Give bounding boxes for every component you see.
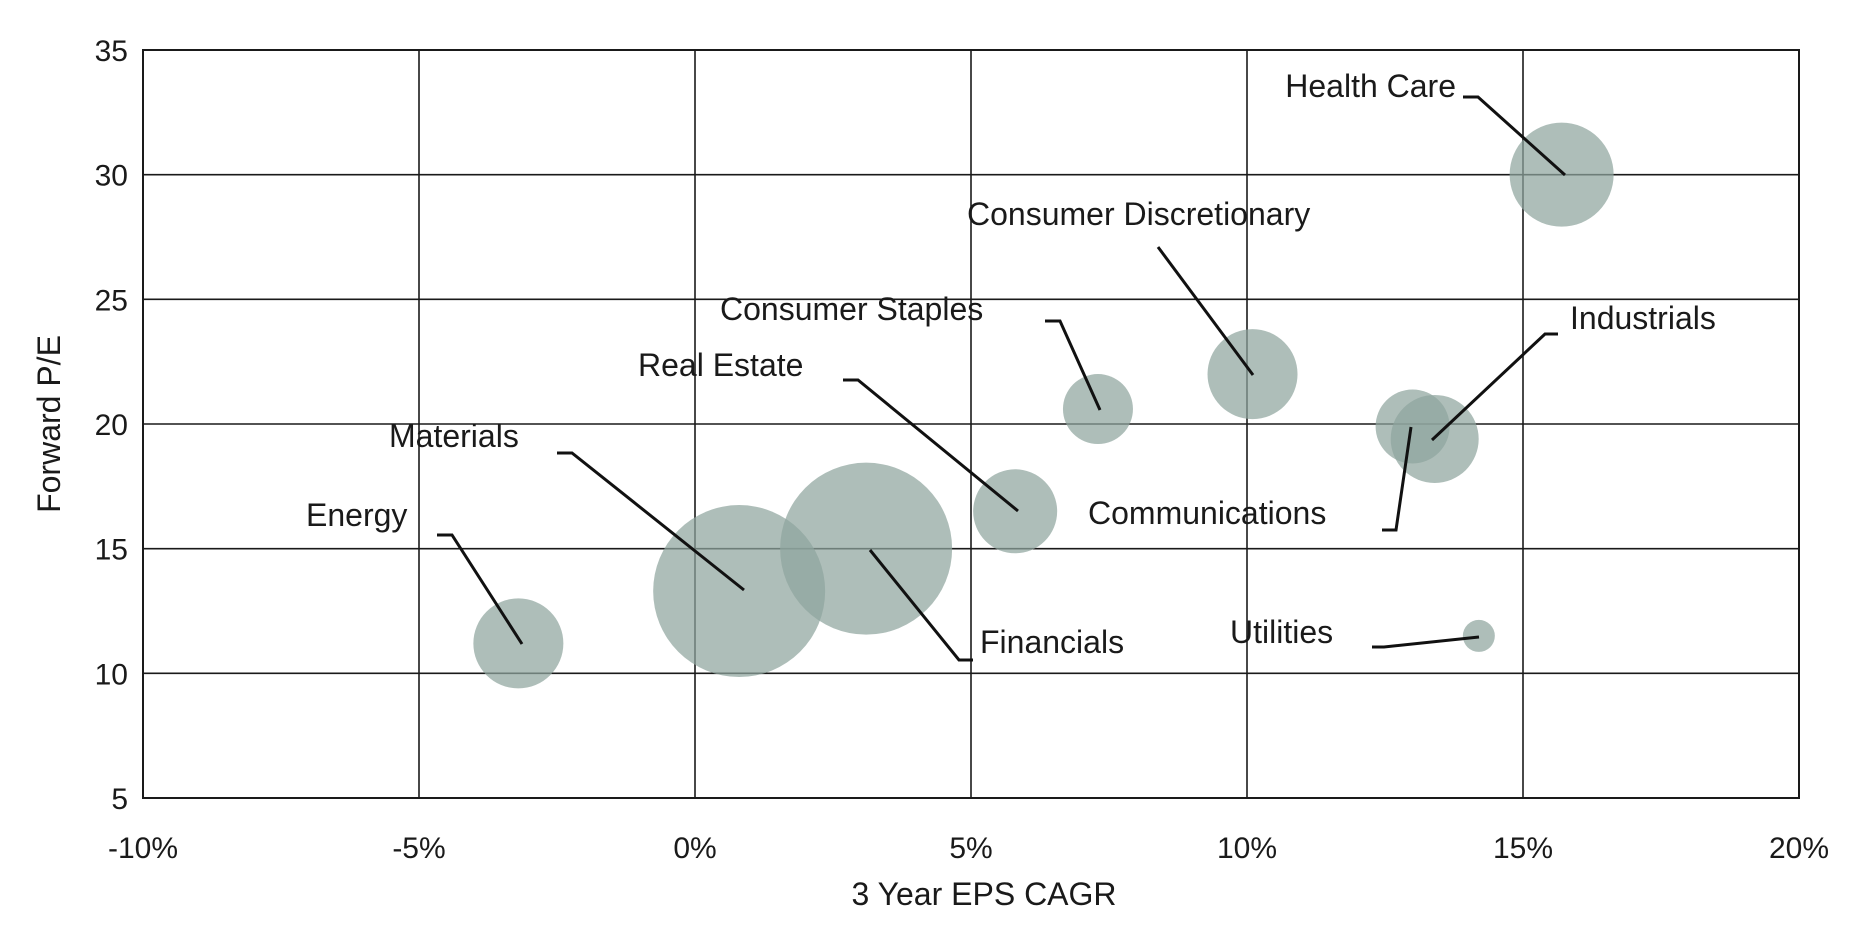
x-tick-label: 10% [1217,832,1277,865]
y-tick-label: 15 [95,534,128,567]
x-tick-label: 0% [673,832,716,865]
y-tick-label: 10 [95,658,128,691]
label-industrials: Industrials [1570,300,1716,336]
x-tick-label: -5% [392,832,445,865]
plot-frame [142,49,1800,799]
label-health-care: Health Care [1285,68,1456,104]
x-tick-label: 20% [1769,832,1829,865]
y-axis-ticks: 5 10 15 20 25 30 35 [95,35,128,816]
y-tick-label: 5 [111,783,128,816]
bubble-financials [780,462,953,635]
x-tick-label: -10% [108,832,178,865]
y-axis-title: Forward P/E [31,335,67,513]
label-consumer-staples: Consumer Staples [720,291,983,327]
y-tick-label: 20 [95,409,128,442]
leader-communications [1382,426,1413,532]
bubble-labels: Health Care Consumer Discretionary Consume… [306,68,1716,660]
leader-real-estate [843,378,1019,513]
leader-industrials [1430,332,1558,442]
bubble-communications [1375,389,1450,464]
x-axis-ticks: -10% -5% 0% 5% 10% 15% 20% [108,832,1829,865]
leader-lines [437,95,1567,662]
x-axis-title: 3 Year EPS CAGR [851,876,1116,912]
label-utilities: Utilities [1230,614,1333,650]
leader-health-care [1463,95,1567,177]
leader-financials [868,549,973,662]
label-consumer-discretionary: Consumer Discretionary [967,196,1310,232]
leader-consumer-staples [1045,319,1102,411]
leader-materials [557,451,745,592]
label-materials: Materials [389,418,519,454]
leader-energy [437,533,524,645]
leader-utilities [1372,635,1480,649]
label-real-estate: Real Estate [638,347,803,383]
bubble-energy [473,598,564,689]
x-tick-label: 15% [1493,832,1553,865]
bubble-real-estate [973,469,1058,554]
y-tick-label: 35 [95,35,128,68]
y-tick-label: 30 [95,160,128,193]
label-communications: Communications [1088,495,1326,531]
y-tick-label: 25 [95,284,128,317]
label-financials: Financials [980,624,1124,660]
x-tick-label: 5% [949,832,992,865]
label-energy: Energy [306,497,407,533]
leader-consumer-discretionary [1156,246,1255,376]
